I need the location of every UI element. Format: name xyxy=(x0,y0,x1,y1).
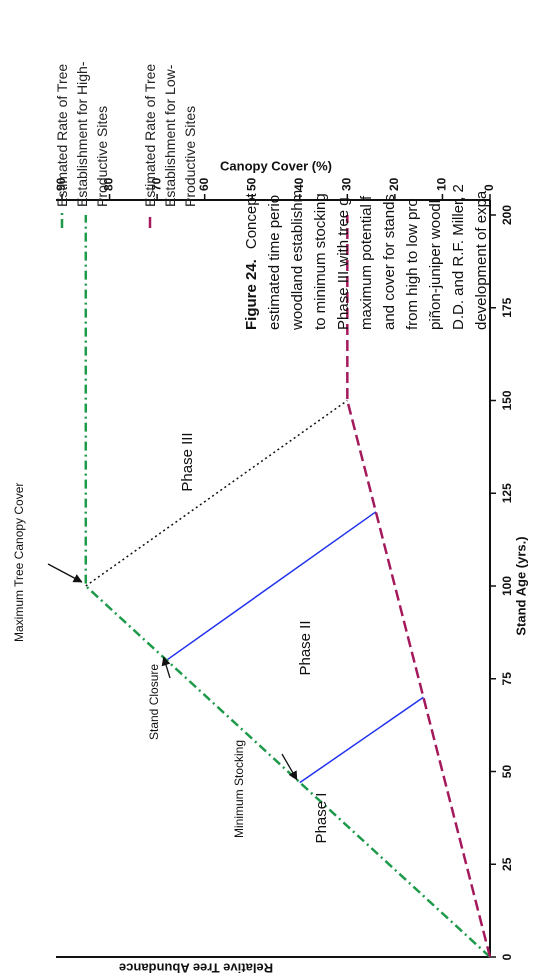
y2-tick-label: 40 xyxy=(292,177,306,191)
y2-tick-label: 70 xyxy=(149,177,163,191)
caption-line: development of expa xyxy=(473,190,490,330)
y2-tick-label: 90 xyxy=(54,177,68,191)
y2-tick-label: 30 xyxy=(340,177,354,191)
caption-line: piñon-juniper woodl xyxy=(427,200,444,330)
legend-label: Estimated Rate of Tree Establishment for… xyxy=(142,63,198,207)
annotation: Stand Closure xyxy=(147,664,161,740)
x-tick-label: 25 xyxy=(500,857,514,871)
x-tick-label: 50 xyxy=(500,765,514,779)
y2-tick-label: 10 xyxy=(435,177,449,191)
x-tick-label: 150 xyxy=(500,390,514,410)
phase-boundary xyxy=(85,399,348,587)
legend-entry: Estimated Rate of Tree Establishment for… xyxy=(142,63,198,207)
caption-line: from high to low pro xyxy=(404,198,421,330)
series-line xyxy=(346,215,492,958)
rotated-figure: 0 25 50 75 100 125 150 175 200 0 10 20 30 40 50 60 70 80 9… xyxy=(12,61,528,976)
caption-text: Concept xyxy=(243,192,260,249)
caption-line: woodland establishm xyxy=(289,190,306,331)
y2-tick-label: 60 xyxy=(197,177,211,191)
caption-line: maximum potential f xyxy=(358,195,375,330)
x-tick-label: 100 xyxy=(500,576,514,596)
phase-label: Phase III xyxy=(179,432,196,491)
legend-label: Estimated Rate of Tree Establishment for… xyxy=(54,61,110,207)
y2-tick-label: 50 xyxy=(244,177,258,191)
y2-axis-label: Canopy Cover (%) xyxy=(220,158,332,173)
annotation-arrow xyxy=(161,656,171,679)
x-axis-label: Stand Age (yrs.) xyxy=(513,536,528,635)
caption-line: estimated time perio xyxy=(266,195,283,330)
x-tick-label: 200 xyxy=(500,205,514,225)
caption-line: to minimum stocking xyxy=(312,193,329,330)
y2-tick-label: 20 xyxy=(387,177,401,191)
annotation-arrow xyxy=(47,563,83,583)
caption-line: D.D. and R.F. Miller, 2 xyxy=(450,184,467,330)
caption-line: Figure 24. Concept xyxy=(243,192,260,330)
phase-boundary xyxy=(166,511,377,661)
caption-line: and cover for stands xyxy=(381,194,398,330)
annotation: Maximum Tree Canopy Cover xyxy=(12,483,26,642)
phase-label: Phase I xyxy=(313,793,330,844)
phase-boundary xyxy=(299,696,424,784)
caption-line: Phase III with tree g xyxy=(335,197,352,330)
x-tick-label: 75 xyxy=(500,672,514,686)
y-axis-label: Relative Tree Abundance xyxy=(119,961,273,976)
y2-tick-label: 80 xyxy=(102,177,116,191)
annotation: Minimum Stocking xyxy=(232,740,246,838)
phase-label: Phase II xyxy=(297,620,314,675)
legend-entry: Estimated Rate of Tree Establishment for… xyxy=(54,61,110,207)
annotation-arrow xyxy=(281,753,298,781)
x-tick-label: 0 xyxy=(500,953,514,960)
x-tick-label: 125 xyxy=(500,483,514,503)
y2-tick-label: 0 xyxy=(482,184,496,191)
caption-label: Figure 24. xyxy=(243,259,260,330)
x-tick-label: 175 xyxy=(500,297,514,317)
